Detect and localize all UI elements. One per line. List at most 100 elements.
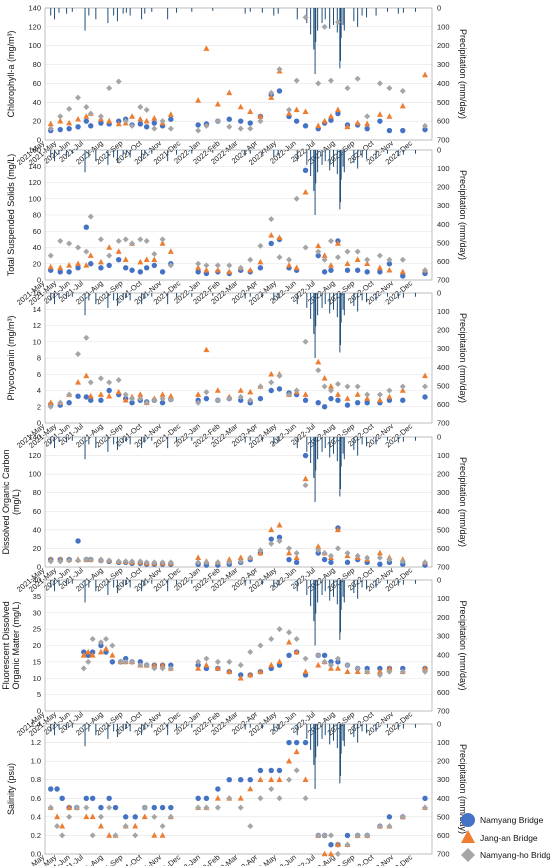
point-jangan — [106, 117, 113, 124]
point-jangan — [159, 661, 166, 668]
point-jangan — [167, 392, 174, 399]
point-namyangho — [122, 391, 129, 398]
point-namyangho — [247, 125, 254, 132]
point-namyangho — [293, 77, 300, 84]
point-jangan — [386, 113, 393, 119]
point-namyangho — [344, 550, 351, 557]
point-namyang — [57, 269, 63, 275]
y-tick-label: 20 — [33, 259, 41, 268]
point-namyang — [159, 804, 166, 811]
point-jangan — [122, 256, 129, 262]
point-jangan — [327, 383, 334, 389]
point-namyang — [143, 265, 150, 271]
point-jangan — [87, 252, 94, 258]
plot-frame — [44, 7, 433, 141]
point-jangan — [106, 832, 113, 838]
point-namyang — [276, 534, 283, 540]
point-namyang — [98, 397, 104, 403]
y-tick-label: 20 — [33, 544, 41, 553]
point-namyangho — [115, 558, 122, 565]
point-jangan — [334, 240, 341, 246]
point-jangan — [399, 387, 406, 393]
point-namyangho — [137, 236, 144, 243]
y2-tick-label: 200 — [437, 757, 450, 766]
point-namyangho — [143, 238, 150, 244]
point-jangan — [143, 256, 150, 262]
point-namyangho — [321, 383, 328, 390]
y2-tick-label: 500 — [437, 812, 450, 821]
point-namyangho — [399, 383, 406, 390]
point-namyangho — [327, 387, 334, 394]
point-namyangho — [293, 767, 300, 774]
y-tick-label: 10 — [33, 674, 41, 683]
point-namyangho — [66, 813, 73, 820]
point-jangan — [293, 106, 300, 113]
point-jangan — [399, 268, 406, 275]
point-namyang — [238, 397, 244, 403]
point-jangan — [302, 475, 309, 482]
point-jangan — [97, 648, 104, 655]
point-jangan — [247, 108, 254, 115]
point-namyangho — [315, 248, 322, 255]
point-namyangho — [132, 832, 139, 839]
point-namyang — [54, 786, 60, 792]
y-tick-label: 40 — [33, 98, 41, 107]
point-jangan — [214, 387, 221, 393]
y-axis-label: Organic Matter (mg/L) — [11, 601, 21, 689]
point-namyangho — [268, 89, 275, 96]
y-axis-label: Dissolved Organic Carbon — [1, 449, 11, 554]
y2-tick-label: 200 — [437, 41, 450, 50]
point-namyangho — [257, 383, 264, 390]
point-jangan — [364, 120, 371, 127]
point-namyang — [159, 399, 166, 406]
y-tick-label: 4 — [37, 386, 41, 395]
point-jangan — [195, 665, 202, 671]
point-namyangho — [143, 106, 150, 113]
point-jangan — [293, 648, 300, 655]
point-namyangho — [226, 262, 233, 269]
point-namyangho — [97, 113, 104, 120]
point-namyangho — [167, 559, 174, 566]
y-tick-label: 80 — [33, 60, 41, 69]
y2-tick-label: 500 — [437, 525, 450, 534]
y-tick-label: 6 — [37, 370, 41, 379]
point-namyangho — [143, 662, 150, 669]
point-namyang — [75, 265, 81, 271]
point-namyang — [247, 120, 253, 126]
point-jangan — [151, 115, 158, 121]
point-namyangho — [327, 662, 334, 669]
point-namyangho — [203, 559, 210, 566]
y-tick-label: 80 — [33, 211, 41, 220]
point-namyangho — [159, 395, 166, 402]
point-namyangho — [122, 823, 129, 830]
point-namyangho — [203, 804, 210, 811]
point-namyang — [98, 120, 104, 126]
point-namyangho — [276, 254, 283, 261]
point-jangan — [47, 120, 54, 127]
y-tick-label: 16 — [33, 289, 41, 298]
point-namyang — [75, 393, 81, 399]
point-namyangho — [122, 118, 129, 125]
y-tick-label: 100 — [28, 470, 41, 479]
point-jangan — [344, 395, 351, 401]
y2-tick-label: 400 — [437, 650, 450, 659]
y2-tick-label: 400 — [437, 363, 450, 372]
point-jangan — [257, 113, 264, 119]
point-namyang — [66, 399, 72, 406]
point-namyang — [106, 387, 112, 394]
y2-tick-label: 100 — [437, 307, 450, 316]
point-namyangho — [376, 391, 383, 398]
point-namyang — [302, 452, 309, 459]
point-jangan — [237, 794, 244, 801]
point-namyangho — [151, 251, 158, 257]
point-namyangho — [83, 248, 90, 255]
point-namyangho — [293, 635, 300, 642]
point-jangan — [315, 543, 322, 549]
y-tick-label: 140 — [28, 433, 41, 442]
y-tick-label: 0 — [37, 136, 41, 145]
point-namyang — [203, 795, 210, 801]
point-namyang — [344, 402, 351, 408]
y-tick-label: 30 — [33, 608, 41, 617]
